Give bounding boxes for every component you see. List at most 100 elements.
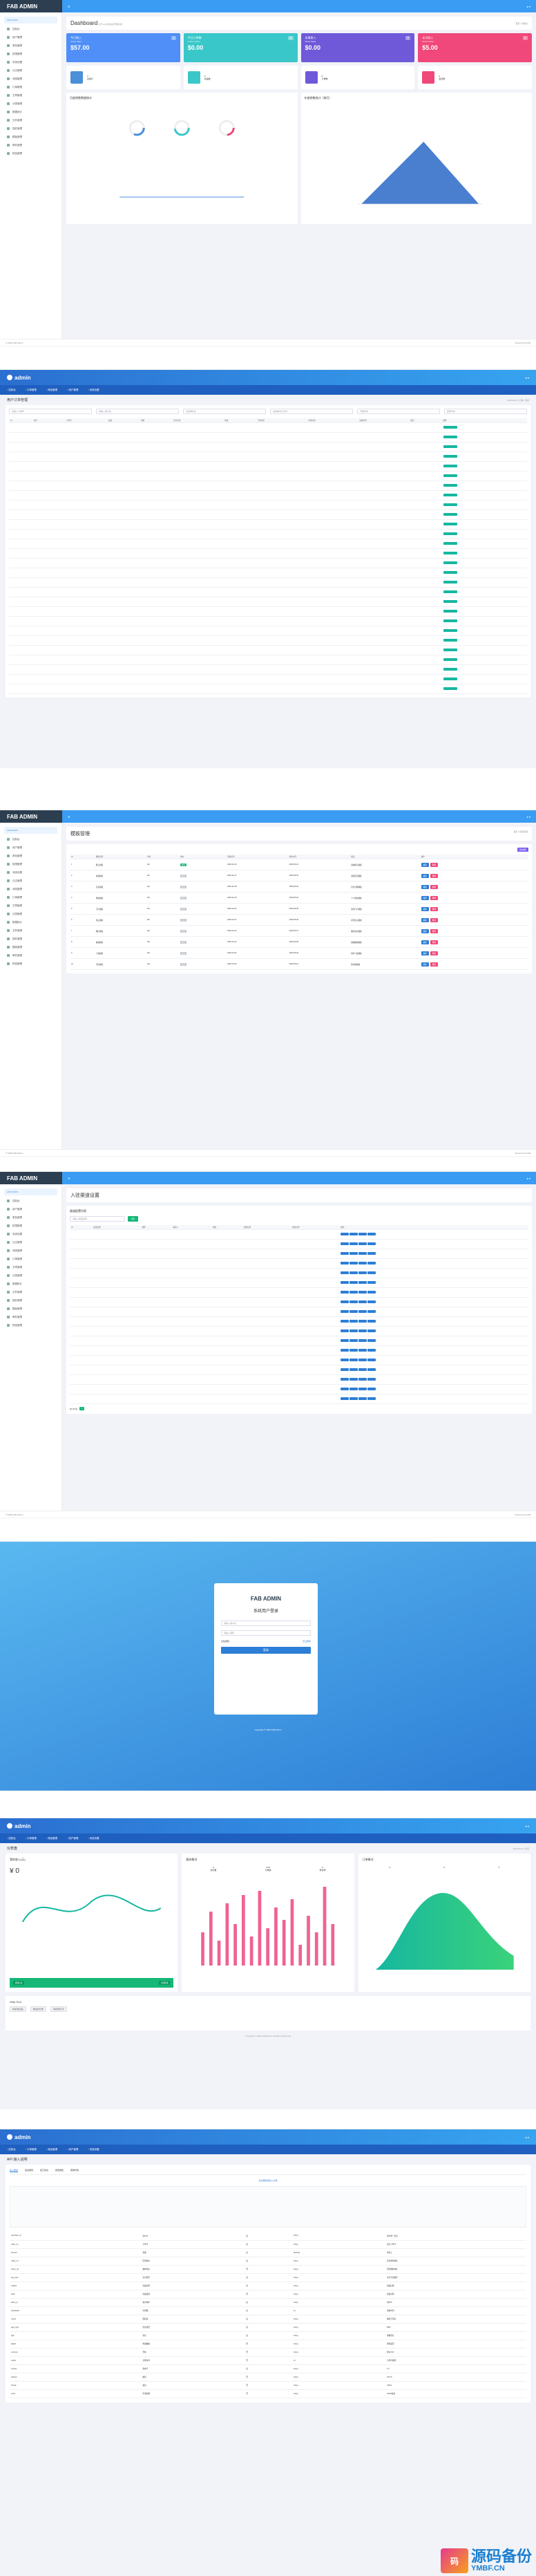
sidebar-item[interactable]: 订单管理	[0, 83, 61, 91]
row-action-button[interactable]	[443, 455, 457, 458]
row-action-button[interactable]	[367, 1368, 376, 1371]
table-row[interactable]	[70, 1307, 528, 1317]
row-action-button[interactable]	[341, 1329, 350, 1332]
withdraw-history-button[interactable]: 提现记录	[13, 1981, 25, 1985]
row-action-button[interactable]	[443, 561, 457, 564]
table-row[interactable]	[70, 1258, 528, 1269]
row-action-button[interactable]	[350, 1378, 358, 1381]
row-action-button[interactable]	[341, 1262, 350, 1264]
row-action-button[interactable]	[341, 1320, 350, 1323]
row-action-button[interactable]	[350, 1397, 358, 1400]
sidebar-item[interactable]: 用户管理	[0, 1205, 61, 1213]
table-row[interactable]: 2 商城模板 fab 禁用 2020-04-17 2020-05-02 商城首页模板 编辑 删除	[70, 870, 528, 881]
sidebar-user[interactable]: FAB ADMIN	[4, 827, 57, 834]
row-action-button[interactable]	[443, 542, 457, 545]
row-action-button[interactable]	[350, 1291, 358, 1294]
sidebar-item[interactable]: 插件管理	[0, 935, 61, 943]
sidebar-item[interactable]: 分类管理	[0, 1271, 61, 1280]
row-action-button[interactable]	[358, 1329, 367, 1332]
row-action-button[interactable]	[358, 1339, 367, 1342]
nav-item[interactable]: 控制台	[7, 1837, 16, 1840]
row-action-button[interactable]	[367, 1262, 376, 1264]
row-action-button[interactable]	[367, 1397, 376, 1400]
row-action-button[interactable]	[443, 648, 457, 651]
row-action-button[interactable]: 编辑	[421, 951, 429, 955]
sidebar-item[interactable]: 日志管理	[0, 877, 61, 885]
table-row[interactable]	[9, 587, 527, 597]
sidebar-item[interactable]: 系统设置	[0, 58, 61, 66]
row-action-button[interactable]	[443, 668, 457, 671]
table-row[interactable]: 1 默认模板 fab 启用 2020-04-16 2020-05-01 系统默认模板 编辑 删除	[70, 859, 528, 870]
nav-item[interactable]: 系统设置	[88, 389, 99, 392]
row-action-button[interactable]	[367, 1378, 376, 1381]
row-action-button[interactable]	[341, 1291, 350, 1294]
row-action-button[interactable]	[443, 503, 457, 506]
sidebar-user[interactable]: FAB ADMIN	[4, 17, 57, 24]
search-button[interactable]: 搜索	[128, 1216, 139, 1222]
row-action-button[interactable]	[443, 619, 457, 622]
sidebar-item[interactable]: 消息管理	[0, 885, 61, 893]
table-row[interactable]	[9, 626, 527, 636]
user-icon[interactable]: ● ▾	[526, 1176, 530, 1180]
filter-input[interactable]: 请输入订单号	[9, 409, 92, 414]
status-badge[interactable]: 禁用	[180, 951, 186, 955]
row-action-button[interactable]: 编辑	[421, 962, 429, 967]
doc-tab[interactable]: 接口列表	[40, 2169, 49, 2172]
row-action-button[interactable]	[367, 1300, 376, 1303]
table-row[interactable]	[70, 1326, 528, 1336]
table-row[interactable]	[9, 539, 527, 549]
row-action-button[interactable]	[367, 1291, 376, 1294]
row-action-button[interactable]	[367, 1349, 376, 1352]
sidebar-item[interactable]: 订单管理	[0, 893, 61, 902]
row-action-button[interactable]: 编辑	[421, 862, 429, 867]
table-row[interactable]	[9, 558, 527, 568]
row-action-button[interactable]: 删除	[430, 917, 438, 922]
sidebar-item[interactable]: 角色管理	[0, 1213, 61, 1222]
user-icon[interactable]: ● ▾	[525, 2135, 529, 2139]
row-action-button[interactable]	[350, 1252, 358, 1255]
table-row[interactable]	[9, 597, 527, 607]
table-row[interactable]	[9, 500, 527, 510]
row-action-button[interactable]: 删除	[430, 940, 438, 944]
sidebar-item[interactable]: 系统设置	[0, 1230, 61, 1238]
sidebar-item[interactable]: 模板管理	[0, 943, 61, 951]
sidebar-item[interactable]: 用户管理	[0, 843, 61, 852]
row-action-button[interactable]	[341, 1252, 350, 1255]
nav-item[interactable]: 商品管理	[46, 2148, 57, 2152]
sidebar-item[interactable]: 数据统计	[0, 108, 61, 116]
table-row[interactable]	[9, 442, 527, 452]
table-row[interactable]	[9, 510, 527, 520]
sidebar-item[interactable]: 数据统计	[0, 918, 61, 926]
table-row[interactable]	[9, 432, 527, 442]
row-action-button[interactable]	[443, 571, 457, 574]
row-action-button[interactable]	[350, 1271, 358, 1274]
filter-input[interactable]: 请输入用户名	[96, 409, 179, 414]
row-action-button[interactable]	[350, 1242, 358, 1245]
row-action-button[interactable]	[443, 494, 457, 496]
row-action-button[interactable]	[367, 1281, 376, 1284]
menu-icon[interactable]: ☰	[68, 4, 70, 8]
table-row[interactable]	[9, 664, 527, 675]
sidebar-item[interactable]: 邮件管理	[0, 1313, 61, 1321]
table-row[interactable]: 8 视频模板 fab 禁用 2020-04-23 2020-05-08 视频播放模板 编辑 删除	[70, 936, 528, 948]
table-row[interactable]: 4 博客模板 fab 禁用 2020-04-19 2020-05-04 个人博客模板 编辑 删除	[70, 892, 528, 904]
status-badge[interactable]: 禁用	[180, 885, 186, 888]
row-action-button[interactable]: 编辑	[421, 873, 429, 878]
row-action-button[interactable]	[443, 445, 457, 448]
withdraw-button[interactable]: 立即提现	[158, 1981, 171, 1985]
row-action-button[interactable]	[443, 658, 457, 661]
row-action-button[interactable]	[358, 1242, 367, 1245]
table-row[interactable]	[9, 461, 527, 472]
nav-item[interactable]: 系统设置	[88, 1837, 99, 1840]
table-row[interactable]	[9, 645, 527, 655]
table-row[interactable]	[9, 606, 527, 617]
filter-input[interactable]: 请选择支付方式	[270, 409, 353, 414]
table-row[interactable]	[9, 548, 527, 559]
doc-tab[interactable]: 接入概述	[10, 2169, 19, 2172]
row-action-button[interactable]	[341, 1368, 350, 1371]
row-action-button[interactable]	[367, 1310, 376, 1313]
row-action-button[interactable]	[358, 1271, 367, 1274]
nav-item[interactable]: 用户管理	[67, 2148, 78, 2152]
sidebar-item[interactable]: 文章管理	[0, 1263, 61, 1271]
page-1-button[interactable]: 1	[79, 1407, 85, 1410]
